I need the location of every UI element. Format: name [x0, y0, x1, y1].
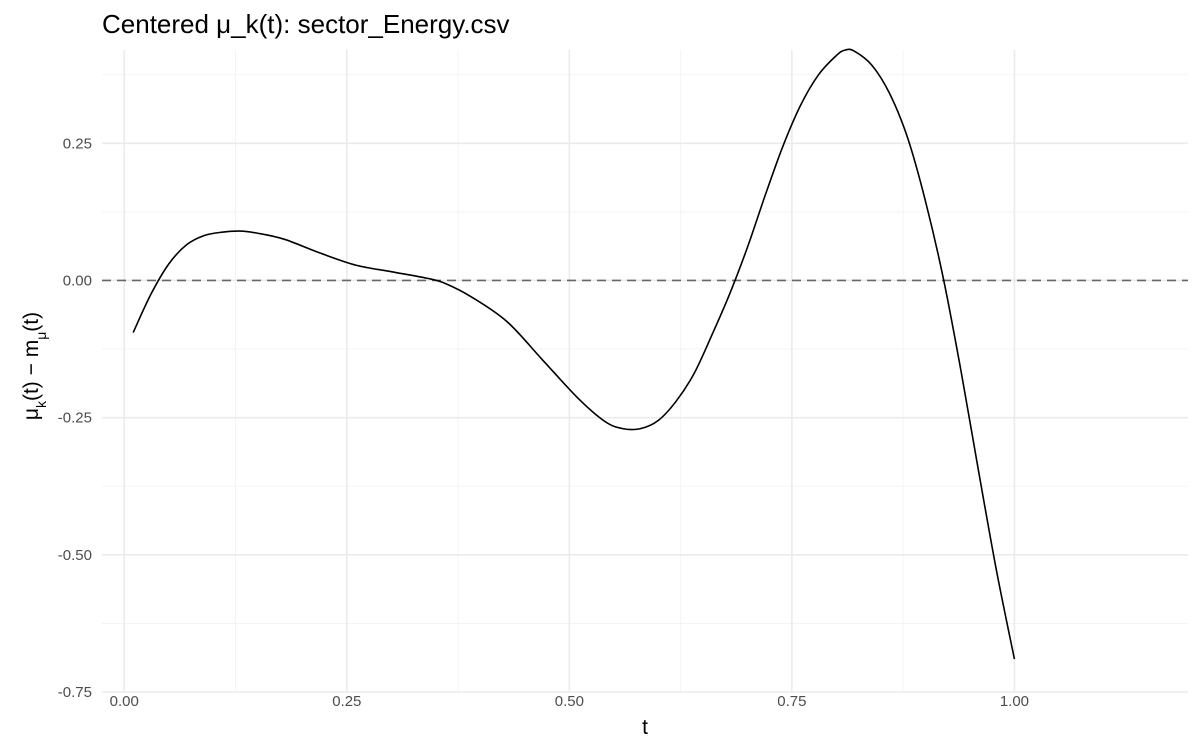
- major-grid: [102, 50, 1188, 693]
- series-line: [132, 48, 1016, 660]
- x-tick-label: 1.00: [1000, 693, 1029, 710]
- x-tick-labels: 0.00 0.25 0.50 0.75 1.00: [110, 693, 1029, 710]
- y-tick-label: 0.25: [63, 135, 92, 152]
- x-tick-label: 0.50: [555, 693, 584, 710]
- y-axis-title-subscript: k: [33, 400, 49, 408]
- x-tick-label: 0.25: [332, 693, 361, 710]
- y-axis-title-part: (t): [20, 312, 43, 332]
- y-tick-label: -0.25: [58, 410, 92, 427]
- x-tick-label: 0.75: [777, 693, 806, 710]
- y-tick-label: -0.75: [58, 684, 92, 701]
- x-axis-title: t: [642, 716, 648, 739]
- y-tick-labels: -0.75 -0.50 -0.25 0.00 0.25: [58, 135, 92, 701]
- y-tick-label: 0.00: [63, 272, 92, 289]
- y-axis-title-subscript: μ: [33, 332, 49, 340]
- y-axis-title-part: (t) − m: [20, 340, 43, 401]
- y-axis-title: μk(t) − mμ(t): [20, 312, 49, 420]
- chart-title: Centered μ_k(t): sector_Energy.csv: [102, 9, 510, 39]
- x-tick-label: 0.00: [110, 693, 139, 710]
- y-tick-label: -0.50: [58, 547, 92, 564]
- minor-grid: [102, 50, 1188, 692]
- y-axis-title-part: μ: [20, 408, 43, 420]
